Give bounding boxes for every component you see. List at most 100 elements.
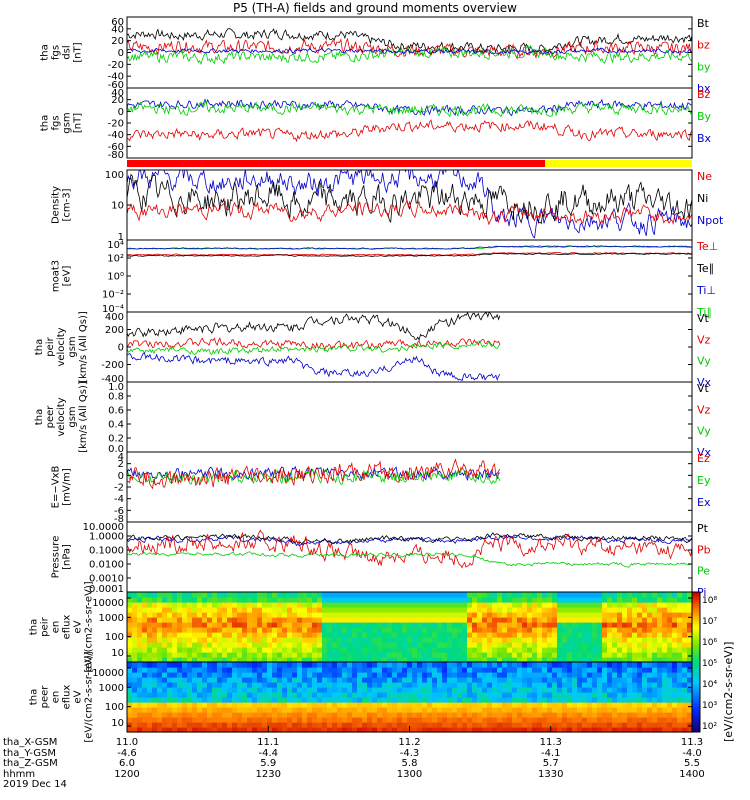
peir_eflux-cell <box>242 602 248 608</box>
peer_eflux-cell <box>267 672 273 678</box>
peir_eflux-cell <box>677 627 683 633</box>
peir_eflux-cell <box>437 602 443 608</box>
peir_eflux-cell <box>667 652 673 658</box>
peir_eflux-cell <box>647 612 653 618</box>
peir_eflux-cell <box>292 652 298 658</box>
peer_eflux-cell <box>482 722 488 728</box>
peir_eflux-cell <box>357 607 363 613</box>
peir_eflux-cell <box>177 592 183 598</box>
peer_eflux-cell <box>462 712 468 718</box>
peir_eflux-cell <box>132 612 138 618</box>
peir_eflux-cell <box>362 602 368 608</box>
peer_eflux-cell <box>622 677 628 683</box>
peir_eflux-cell <box>397 647 403 653</box>
peer_eflux-cell <box>287 687 293 693</box>
peir_eflux-cell <box>587 597 593 603</box>
peir_eflux-cell <box>302 602 308 608</box>
velocity_pee-ylabel-line: gsm <box>67 406 78 427</box>
peer_eflux-cell <box>667 702 673 708</box>
peir_eflux-cell <box>572 617 578 623</box>
peir_eflux-cell <box>252 612 258 618</box>
peir_eflux-cell <box>157 622 163 628</box>
peir_eflux-cell <box>297 627 303 633</box>
peer_eflux-cell <box>562 662 568 668</box>
peer_eflux-cell <box>232 707 238 713</box>
peer_eflux-cell <box>552 682 558 688</box>
peer_eflux-cell <box>222 722 228 728</box>
peir_eflux-cell <box>582 632 588 638</box>
peir_eflux-cell <box>237 642 243 648</box>
peir_eflux-cell <box>332 637 338 643</box>
peir_eflux-cell <box>452 592 458 598</box>
mode-bar-segment-1 <box>545 160 692 167</box>
peir_eflux-cell <box>157 607 163 613</box>
peir_eflux-cell <box>527 657 533 663</box>
peer_eflux-cell <box>487 672 493 678</box>
peer_eflux-cell <box>657 717 663 723</box>
peer_eflux-cell <box>187 682 193 688</box>
peir_eflux-cell <box>487 617 493 623</box>
peir_eflux-cell <box>582 647 588 653</box>
peir_eflux-cell <box>627 652 633 658</box>
peer_eflux-cell <box>347 697 353 703</box>
footer-row: hhmm 1200 1230 1300 1330 1400 <box>3 769 705 781</box>
peer_eflux-cell <box>272 702 278 708</box>
peer_eflux-cell <box>637 677 643 683</box>
peer_eflux-cell <box>152 672 158 678</box>
peir_eflux-cell <box>292 602 298 608</box>
peer_eflux-cell <box>257 682 263 688</box>
peir_eflux-cell <box>657 657 663 663</box>
peer_eflux-cell <box>502 717 508 723</box>
peer_eflux-cell <box>452 672 458 678</box>
peir_eflux-cell <box>592 597 598 603</box>
efield-legend-2: Ex <box>697 496 711 509</box>
peir_eflux-cell <box>377 607 383 613</box>
peir_eflux-cell <box>492 617 498 623</box>
peer_eflux-cell <box>257 672 263 678</box>
peir_eflux-cell <box>467 637 473 643</box>
peer_eflux-cell <box>292 722 298 728</box>
peir_eflux-cell <box>677 622 683 628</box>
peir_eflux-cell <box>197 637 203 643</box>
peer_eflux-cell <box>347 727 353 733</box>
velocity_pee-ytick-label: 0.0 <box>108 444 124 455</box>
peir_eflux-cell <box>667 622 673 628</box>
peir_eflux-cell <box>247 622 253 628</box>
peir_eflux-cell <box>467 612 473 618</box>
peir_eflux-cell <box>182 627 188 633</box>
peer_eflux-cell <box>432 727 438 733</box>
temperature-legend-3: Ti∥ <box>696 306 712 319</box>
peir_eflux-cell <box>127 652 133 658</box>
peir_eflux-cell <box>257 642 263 648</box>
peir_eflux-cell <box>457 607 463 613</box>
peir_eflux-cell <box>622 637 628 643</box>
peir_eflux-cell <box>277 652 283 658</box>
peer_eflux-cell <box>452 727 458 733</box>
peer_eflux-cell <box>262 697 268 703</box>
peer_eflux-cell <box>597 662 603 668</box>
peir_eflux-cell <box>227 632 233 638</box>
peer_eflux-cell <box>397 692 403 698</box>
peer_eflux-cell <box>177 717 183 723</box>
peer_eflux-cell <box>272 727 278 733</box>
peir_eflux-cell <box>362 652 368 658</box>
peir_eflux-cell <box>237 647 243 653</box>
peer_eflux-cell <box>502 712 508 718</box>
peer_eflux-cell <box>462 677 468 683</box>
peir_eflux-cell <box>542 642 548 648</box>
peer_eflux-cell <box>392 717 398 723</box>
peir_eflux-cell <box>262 592 268 598</box>
peer_eflux-cell <box>267 722 273 728</box>
peir_eflux-cell <box>332 607 338 613</box>
peer_eflux-cell <box>562 687 568 693</box>
peer_eflux-cell <box>437 702 443 708</box>
peer_eflux-cell <box>142 677 148 683</box>
peer_eflux-cell <box>482 727 488 733</box>
peir_eflux-cell <box>147 592 153 598</box>
peir_eflux-cell <box>147 642 153 648</box>
peer_eflux-cell <box>172 662 178 668</box>
peir_eflux-cell <box>607 652 613 658</box>
peer_eflux-cell <box>162 717 168 723</box>
peer_eflux-cell <box>487 712 493 718</box>
fgs_gsm-ytick-label: -20 <box>108 119 124 130</box>
